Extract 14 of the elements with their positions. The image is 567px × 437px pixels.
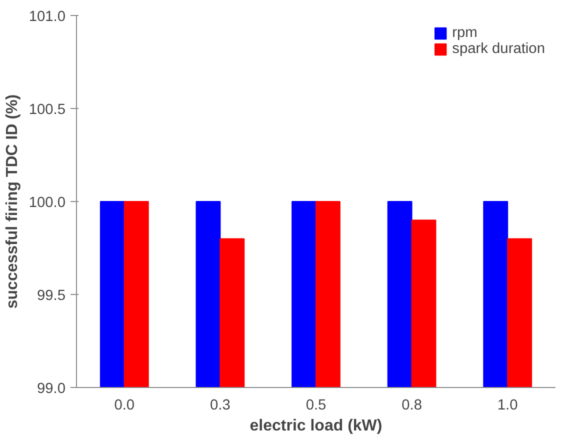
y-tick-label: 100.0 bbox=[28, 195, 66, 211]
y-axis-title: successful firing TDC ID (%) bbox=[4, 94, 21, 309]
x-tick-label: 0.3 bbox=[210, 398, 230, 414]
x-axis-title: electric load (kW) bbox=[250, 418, 382, 434]
y-tick-label: 100.5 bbox=[28, 102, 66, 118]
x-tick-label: 1.0 bbox=[497, 398, 518, 414]
y-tick-label: 101.0 bbox=[28, 9, 66, 25]
x-tick-label: 0.0 bbox=[114, 398, 135, 414]
x-tick-label: 0.5 bbox=[306, 398, 326, 414]
y-tick-label: 99.0 bbox=[36, 381, 66, 397]
legend-label: spark duration bbox=[452, 41, 545, 57]
x-tick-label: 0.8 bbox=[402, 398, 422, 414]
y-tick-label: 99.5 bbox=[36, 288, 66, 304]
legend-label: rpm bbox=[452, 25, 478, 41]
